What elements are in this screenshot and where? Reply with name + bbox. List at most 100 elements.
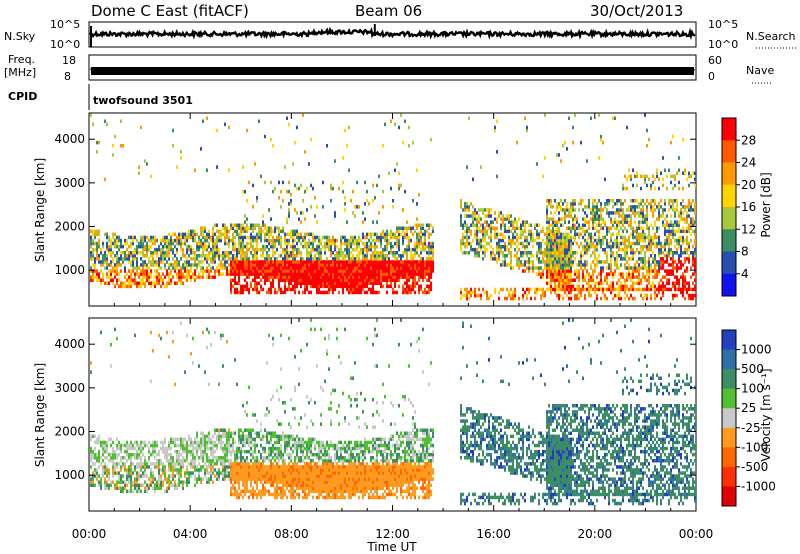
range-cell (644, 238, 646, 243)
range-cell (126, 272, 128, 276)
range-cell (498, 290, 500, 295)
range-cell (568, 296, 570, 301)
range-cell (502, 238, 504, 243)
range-cell (574, 293, 576, 298)
range-cell (94, 269, 96, 273)
range-cell (172, 238, 174, 243)
range-cell (512, 266, 514, 270)
range-cell (550, 241, 552, 246)
range-cell (392, 269, 394, 273)
range-cell (148, 257, 150, 261)
range-cell (292, 235, 294, 240)
range-cell (114, 254, 116, 258)
range-cell (98, 474, 100, 478)
range-cell (524, 238, 526, 243)
velocity-heatmap (90, 318, 696, 506)
range-cell (472, 238, 474, 243)
range-cell (606, 229, 608, 234)
range-cell (350, 238, 352, 243)
range-cell (252, 247, 254, 252)
range-cell (258, 229, 260, 234)
range-cell (204, 241, 206, 246)
range-cell (668, 168, 670, 172)
range-cell (108, 477, 110, 481)
range-cell (94, 446, 96, 451)
range-cell (686, 235, 688, 240)
range-cell (172, 266, 174, 270)
range-cell (310, 251, 312, 255)
range-cell (206, 235, 208, 240)
range-cell (114, 241, 116, 246)
range-cell (596, 260, 598, 264)
range-cell (390, 251, 392, 255)
range-cell (328, 290, 330, 295)
range-cell (632, 275, 634, 279)
range-cell (106, 122, 108, 127)
range-cell (278, 235, 280, 240)
range-cell (662, 290, 664, 295)
range-cell (322, 180, 324, 185)
range-cell (106, 263, 108, 267)
range-cell (278, 180, 280, 185)
range-cell (136, 474, 138, 478)
range-cell (334, 241, 336, 246)
range-cell (174, 266, 176, 270)
range-cell (662, 251, 664, 255)
range-cell (162, 235, 164, 240)
range-cell (124, 456, 126, 460)
range-cell (244, 263, 246, 267)
range-cell (588, 290, 590, 295)
range-cell (386, 235, 388, 240)
range-cell (646, 293, 648, 298)
range-cell (154, 241, 156, 246)
range-cell (594, 284, 596, 289)
range-cell (656, 263, 658, 267)
range-cell (612, 254, 614, 258)
range-cell (668, 202, 670, 206)
range-cell (330, 247, 332, 252)
range-cell (616, 254, 618, 258)
range-cell (542, 260, 544, 264)
range-cell (250, 281, 252, 285)
range-cell (466, 232, 468, 237)
range-cell (546, 263, 548, 267)
range-cell (410, 284, 412, 289)
range-cell (658, 290, 660, 295)
range-cell (216, 128, 218, 133)
range-tick-label: 3000 (54, 176, 85, 190)
range-cell (132, 443, 134, 448)
range-cell (138, 452, 140, 457)
range-cell (624, 290, 626, 295)
range-cell (666, 272, 668, 276)
range-cell (490, 214, 492, 218)
range-cell (580, 241, 582, 246)
range-cell (126, 241, 128, 246)
range-cell (668, 251, 670, 255)
range-cell (372, 269, 374, 273)
range-cell (376, 290, 378, 295)
range-cell (318, 254, 320, 258)
range-cell (102, 459, 104, 463)
range-cell (680, 260, 682, 264)
range-cell (632, 269, 634, 273)
range-cell (628, 214, 630, 218)
range-cell (496, 247, 498, 252)
range-cell (242, 260, 244, 264)
range-cell (624, 284, 626, 289)
range-cell (668, 208, 670, 212)
range-cell (590, 232, 592, 237)
range-cell (110, 480, 112, 484)
range-cell (642, 226, 644, 230)
range-cell (332, 290, 334, 295)
range-cell (370, 269, 372, 273)
range-cell (144, 284, 146, 289)
range-cell (326, 272, 328, 276)
range-cell (324, 281, 326, 285)
range-cell (554, 266, 556, 270)
range-cell (306, 251, 308, 255)
range-cell (660, 263, 662, 267)
range-cell (678, 186, 680, 191)
range-cell (370, 254, 372, 258)
range-cell (556, 263, 558, 267)
range-cell (306, 232, 308, 237)
